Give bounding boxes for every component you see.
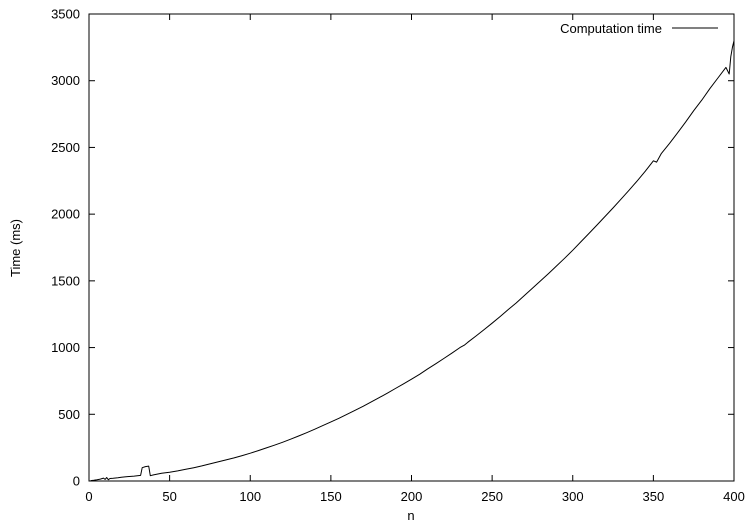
y-tick-label: 500 [58, 407, 80, 422]
y-tick-label: 1500 [51, 273, 80, 288]
x-tick-label: 150 [320, 489, 342, 504]
series-line-computation-time [90, 40, 735, 482]
y-tick-label: 3000 [51, 73, 80, 88]
x-tick-label: 250 [481, 489, 503, 504]
x-tick-label: 100 [239, 489, 261, 504]
y-tick-label: 1000 [51, 340, 80, 355]
y-tick-label: 0 [73, 474, 80, 489]
y-axis-ticks: 0 500 1000 1500 2000 2500 3000 3500 [51, 7, 734, 489]
plot-frame [88, 13, 735, 482]
x-tick-label: 200 [401, 489, 423, 504]
x-tick-label: 350 [643, 489, 665, 504]
y-tick-label: 2500 [51, 140, 80, 155]
y-tick-label: 2000 [51, 207, 80, 222]
x-tick-label: 300 [562, 489, 584, 504]
legend-label: Computation time [560, 21, 662, 36]
y-axis-label: Time (ms) [8, 219, 23, 277]
legend: Computation time [560, 21, 718, 36]
x-tick-label: 50 [162, 489, 176, 504]
x-axis-label: n [407, 508, 414, 523]
series-layer [90, 40, 735, 482]
y-tick-label: 3500 [51, 7, 80, 22]
x-tick-label: 0 [85, 489, 92, 504]
x-axis-ticks: 0 50 100 150 200 250 300 350 400 [85, 14, 745, 504]
x-tick-label: 400 [723, 489, 745, 504]
